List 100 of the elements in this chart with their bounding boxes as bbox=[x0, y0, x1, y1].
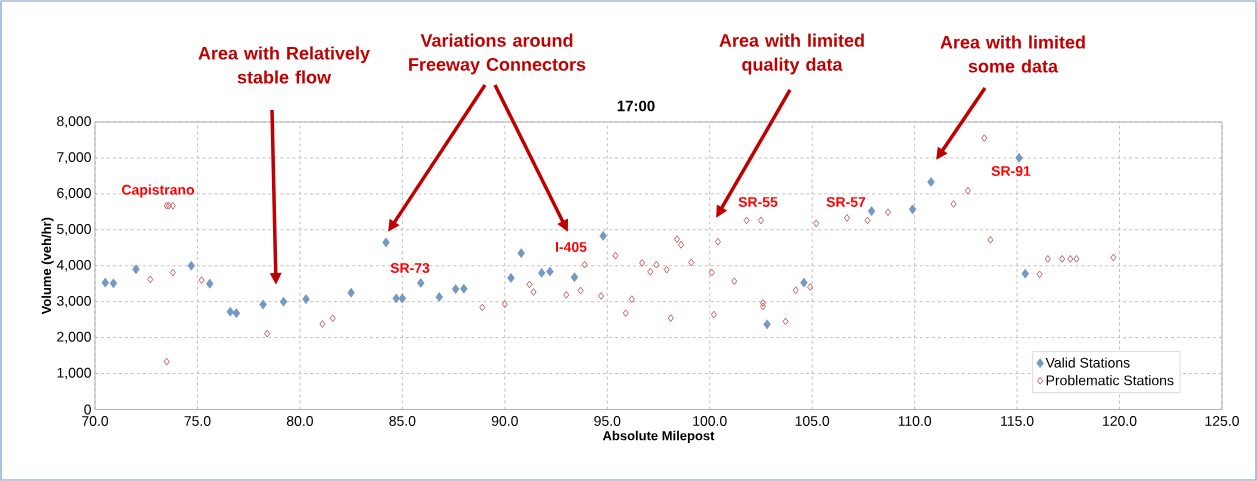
point bbox=[678, 241, 685, 249]
point bbox=[279, 296, 288, 307]
chart-title: 17:00 bbox=[617, 100, 655, 112]
point bbox=[964, 186, 971, 195]
point bbox=[884, 208, 891, 217]
annotation: SR-55 bbox=[738, 197, 778, 207]
point bbox=[757, 216, 764, 225]
annotation: Capistrano bbox=[122, 184, 195, 198]
x-tick-label: 85.0 bbox=[389, 416, 416, 426]
point bbox=[526, 280, 533, 289]
point bbox=[743, 216, 750, 225]
text: Area with limited quality data bbox=[719, 33, 864, 75]
text: Area with limited some data bbox=[940, 35, 1085, 73]
point bbox=[800, 277, 808, 288]
text: Variations around Freeway Connectors bbox=[409, 33, 586, 75]
point bbox=[570, 272, 579, 283]
point bbox=[538, 268, 546, 278]
point bbox=[563, 291, 570, 299]
point bbox=[329, 314, 336, 323]
point bbox=[782, 317, 789, 326]
point bbox=[908, 204, 917, 215]
x-tick-label: 75.0 bbox=[184, 416, 211, 426]
point bbox=[435, 292, 443, 302]
point bbox=[612, 251, 619, 260]
point bbox=[507, 273, 515, 283]
point bbox=[663, 265, 670, 274]
y-tick-label: 6,000 bbox=[57, 188, 91, 200]
point bbox=[759, 302, 766, 311]
point bbox=[1036, 270, 1043, 279]
point bbox=[622, 309, 629, 318]
point bbox=[206, 278, 214, 289]
point bbox=[501, 300, 508, 309]
point bbox=[667, 314, 674, 323]
x-tick-label: 70.0 bbox=[82, 416, 109, 426]
point bbox=[731, 277, 738, 286]
x-tick-label: 80.0 bbox=[286, 416, 313, 426]
annotation: SR-91 bbox=[991, 166, 1031, 176]
point bbox=[398, 293, 407, 304]
point bbox=[759, 299, 766, 307]
y-tick-label: 8,000 bbox=[57, 116, 91, 128]
point bbox=[987, 236, 994, 244]
y-tick-label: 3,000 bbox=[56, 295, 91, 308]
point bbox=[599, 231, 607, 241]
point bbox=[673, 235, 680, 243]
point bbox=[319, 320, 326, 328]
x-tick-label: 95.0 bbox=[594, 416, 621, 426]
legend-label: Valid Stations bbox=[1045, 357, 1130, 368]
point bbox=[927, 177, 935, 187]
point bbox=[417, 278, 425, 288]
x-tick-label: 100.0 bbox=[693, 416, 727, 426]
x-tick-label: 125.0 bbox=[1205, 416, 1239, 426]
point bbox=[169, 201, 176, 210]
annotation: I-405 bbox=[555, 242, 587, 252]
x-tick-label: 120.0 bbox=[1103, 416, 1137, 426]
point bbox=[226, 306, 234, 317]
point bbox=[581, 260, 588, 269]
point bbox=[479, 303, 486, 312]
point bbox=[1073, 255, 1080, 263]
point bbox=[647, 268, 654, 276]
point bbox=[382, 237, 390, 248]
point bbox=[1067, 255, 1074, 263]
point bbox=[844, 214, 850, 222]
point bbox=[147, 275, 154, 284]
point bbox=[109, 278, 118, 289]
point bbox=[714, 237, 721, 246]
x-tick-label: 110.0 bbox=[898, 416, 932, 426]
x-axis-title: Absolute Milepost bbox=[602, 430, 715, 443]
point bbox=[1044, 255, 1051, 263]
point bbox=[392, 293, 400, 304]
point bbox=[710, 310, 717, 319]
point bbox=[1110, 253, 1117, 262]
x-tick-label: 105.0 bbox=[795, 416, 830, 426]
y-tick-label: 4,000 bbox=[56, 259, 91, 272]
point bbox=[867, 206, 876, 216]
y-axis-title: Volume (veh/hr) bbox=[41, 217, 54, 315]
point bbox=[264, 329, 271, 338]
y-tick-label: 2,000 bbox=[57, 331, 91, 344]
point bbox=[653, 260, 660, 269]
x-tick-label: 115.0 bbox=[1001, 416, 1034, 426]
y-tick-label: 1,000 bbox=[57, 367, 91, 380]
point bbox=[259, 299, 267, 310]
point bbox=[1021, 268, 1029, 279]
point bbox=[639, 259, 646, 267]
point bbox=[347, 287, 355, 298]
point bbox=[198, 276, 205, 284]
point bbox=[864, 216, 871, 225]
y-tick-label: 7,000 bbox=[57, 152, 91, 164]
x-tick-label: 90.0 bbox=[491, 416, 518, 426]
point bbox=[169, 268, 176, 277]
point bbox=[981, 134, 988, 143]
point bbox=[598, 292, 605, 300]
y-tick-label: 5,000 bbox=[57, 224, 91, 236]
point bbox=[132, 264, 140, 275]
point bbox=[763, 319, 771, 330]
point bbox=[1015, 153, 1023, 163]
point bbox=[813, 219, 820, 228]
point bbox=[302, 294, 310, 304]
point bbox=[792, 286, 799, 295]
point bbox=[451, 284, 460, 294]
point bbox=[950, 200, 957, 208]
